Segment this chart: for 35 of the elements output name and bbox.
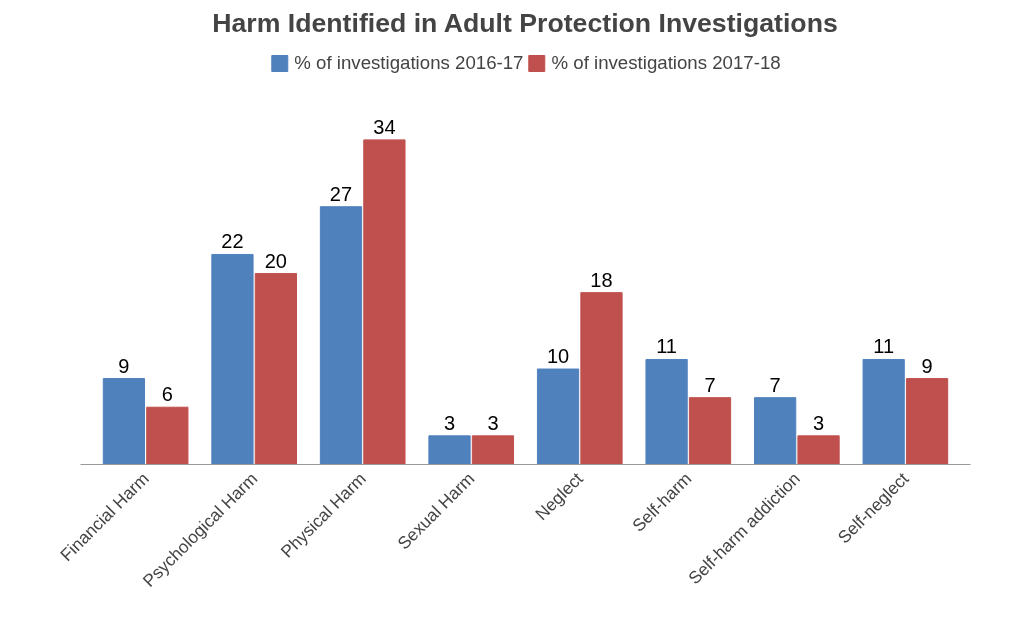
bar xyxy=(146,406,189,465)
bar xyxy=(645,358,688,465)
bar xyxy=(905,378,949,465)
data-label: 7 xyxy=(769,373,781,396)
data-label: 6 xyxy=(161,383,173,406)
data-label: 20 xyxy=(264,249,287,272)
data-label: 7 xyxy=(704,373,716,396)
bar xyxy=(471,435,515,465)
data-label: 11 xyxy=(656,335,677,358)
bar xyxy=(862,358,905,465)
bar xyxy=(363,139,406,465)
bar xyxy=(688,397,732,465)
bar xyxy=(102,378,146,465)
bar xyxy=(211,253,254,465)
data-label: 3 xyxy=(487,411,499,434)
bar xyxy=(754,397,797,465)
data-label: 34 xyxy=(373,115,396,138)
data-label: 22 xyxy=(221,230,244,253)
chart-title: Harm Identified in Adult Protection Investigations xyxy=(212,7,838,38)
bar xyxy=(580,292,623,465)
data-label: 3 xyxy=(812,411,825,434)
data-label: 10 xyxy=(546,345,570,368)
bar xyxy=(254,273,297,465)
data-label: 9 xyxy=(921,354,933,377)
data-label: 27 xyxy=(329,182,353,205)
legend-label: % of investigations 2016-17 xyxy=(294,52,524,74)
data-label: 9 xyxy=(118,354,130,377)
bar xyxy=(536,368,580,465)
bar xyxy=(797,435,840,465)
legend-label: % of investigations 2017-18 xyxy=(551,52,781,74)
bar xyxy=(428,435,471,465)
bar xyxy=(319,206,363,465)
data-label: 3 xyxy=(443,411,456,434)
data-label: 18 xyxy=(590,268,613,291)
data-label: 11 xyxy=(873,335,895,358)
